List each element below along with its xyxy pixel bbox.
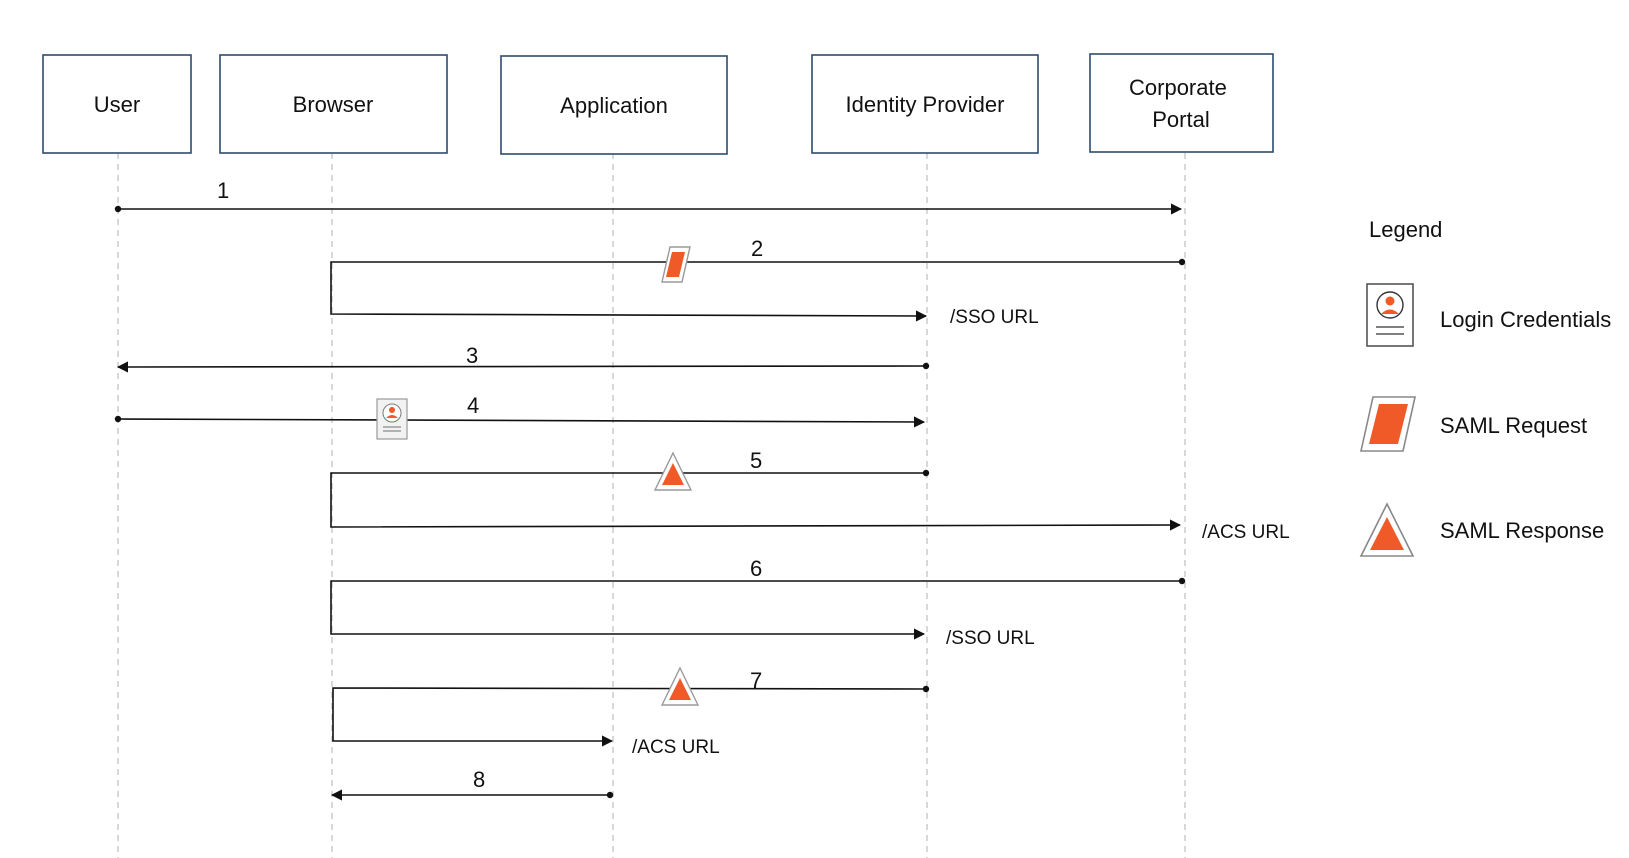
participant-corporate-portal: Corporate Portal [1089, 53, 1274, 153]
saml-request-icon [661, 246, 691, 283]
saml-response-icon [653, 451, 693, 491]
login-credentials-icon [376, 398, 408, 440]
step-2-endpoint: /SSO URL [950, 307, 1039, 328]
step-6-number: 6 [750, 556, 762, 581]
participant-user: User [42, 54, 192, 154]
saml-response-icon [660, 666, 700, 706]
message-step-5: 5 /ACS URL [330, 448, 1290, 543]
message-step-4: 4 [114, 393, 926, 428]
participant-identity-provider-label: Identity Provider [846, 92, 1005, 117]
legend: Legend Login Credentials SAML Request [1359, 217, 1611, 557]
participant-application-label: Application [560, 93, 668, 118]
participant-browser: Browser [219, 54, 448, 154]
message-step-6: 6 /SSO URL [330, 556, 1186, 649]
participant-browser-label: Browser [293, 92, 374, 117]
step-5-number: 5 [750, 448, 762, 473]
participant-corporate-portal-line-2: Portal [1152, 107, 1209, 132]
step-8-number: 8 [473, 767, 485, 792]
legend-label-login-credentials: Login Credentials [1440, 307, 1611, 332]
participant-identity-provider: Identity Provider [811, 54, 1039, 154]
legend-label-saml-response: SAML Response [1440, 518, 1604, 543]
message-step-3: 3 [116, 343, 930, 373]
participant-application: Application [500, 55, 728, 155]
message-step-2: 2 /SSO URL [330, 236, 1186, 328]
login-credentials-icon [1366, 283, 1414, 347]
legend-item-login-credentials: Login Credentials [1366, 283, 1611, 347]
participant-user-label: User [94, 92, 140, 117]
step-5-endpoint: /ACS URL [1202, 522, 1290, 543]
step-7-endpoint: /ACS URL [632, 737, 720, 758]
step-4-number: 4 [467, 393, 479, 418]
step-7-number: 7 [750, 668, 762, 693]
step-3-number: 3 [466, 343, 478, 368]
step-2-number: 2 [751, 236, 763, 261]
step-6-endpoint: /SSO URL [946, 628, 1035, 649]
saml-request-icon [1360, 396, 1416, 452]
participant-corporate-portal-label: Corporate Portal [1129, 75, 1233, 132]
legend-title: Legend [1369, 217, 1442, 242]
legend-label-saml-request: SAML Request [1440, 413, 1587, 438]
legend-item-saml-response: SAML Response [1359, 502, 1604, 557]
step-1-number: 1 [217, 178, 229, 203]
saml-response-icon [1359, 502, 1415, 557]
message-step-1: 1 [114, 178, 1183, 215]
participant-corporate-portal-line-1: Corporate [1129, 75, 1227, 100]
message-step-7: 7 /ACS URL [332, 668, 930, 758]
legend-item-saml-request: SAML Request [1360, 396, 1587, 452]
message-step-8: 8 [330, 767, 614, 801]
